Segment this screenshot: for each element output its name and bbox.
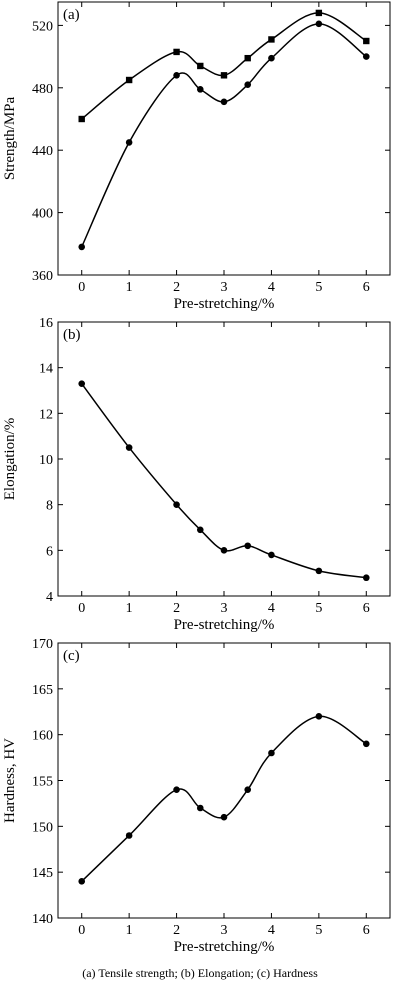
panel-2-x-tick-label: 2 [173, 601, 180, 616]
panel-3-panel-label: (c) [63, 648, 80, 664]
panel-1-series-1-point [244, 54, 251, 62]
panel-2-x-tick-label: 0 [78, 601, 85, 616]
panel-3-series-1-point [362, 740, 370, 748]
panel-1-panel-label: (a) [63, 7, 80, 23]
panel-1-series-2-point [362, 53, 370, 60]
panel-3-y-tick-label: 155 [32, 775, 53, 790]
panel-1-y-tick-label: 520 [32, 19, 53, 34]
panel-2-x-tick-label: 3 [221, 601, 228, 616]
panel-1-x-tick-label: 3 [221, 280, 228, 295]
panel-2-series-1-point [362, 574, 370, 582]
panel-2-y-tick-label: 4 [46, 590, 53, 605]
panel-1-series-1-point [78, 115, 85, 123]
panel-1-series-1-point [315, 9, 323, 17]
panel-3-y-tick-label: 150 [32, 820, 53, 835]
panel-2-x-tick-label: 4 [268, 601, 275, 616]
panel-1-y-tick-label: 440 [32, 144, 53, 159]
panel-3-x-tick-label: 0 [78, 923, 85, 938]
panel-1-y-tick-label: 360 [32, 269, 53, 284]
panel-2-series-1-point [78, 380, 86, 387]
panel-1-series-2-point [315, 20, 323, 28]
panel-3-series-1-point [268, 749, 275, 757]
panel-3-x-tick-label: 6 [363, 923, 370, 938]
figure: 0 1 2 3 4 5 6360400440480520Pre-stretching/%St… [2, 1, 391, 955]
panel-1-series-1-point [268, 36, 275, 43]
panel-2-y-tick-label: 14 [39, 362, 53, 377]
panel-3-x-tick-label: 2 [173, 923, 180, 938]
panel-1-series-2-point [173, 72, 180, 79]
panel-2-x-tick-label: 5 [315, 601, 322, 616]
panel-2-x-tick-label: 1 [126, 601, 133, 616]
panel-2-y-axis-label: Elongation/% [2, 418, 18, 501]
panel-3-x-tick-label: 3 [221, 923, 228, 938]
panel-1-series-2-point [244, 81, 252, 88]
panel-2-series-1-point [268, 551, 275, 559]
panel-1-series-2-point [196, 86, 204, 93]
panel-1-x-tick-label: 6 [363, 280, 370, 295]
panel-1-x-tick-label: 1 [126, 280, 133, 295]
panel-3-x-tick-label: 1 [126, 923, 133, 938]
panel-1-series-2-point [78, 243, 86, 251]
panel-2-series-1-point [315, 567, 323, 575]
panel-1-x-tick-label: 5 [315, 280, 322, 295]
panel-3-plot-frame [57, 642, 391, 919]
panel-3-y-tick-label: 165 [32, 683, 53, 698]
panel-1-x-tick-label: 4 [268, 280, 275, 295]
panel-2-series-1-point [244, 542, 252, 550]
panel-3-series-1-point [244, 786, 252, 793]
panel-1-x-tick-label: 0 [78, 280, 85, 295]
panel-2-plot-frame [57, 321, 391, 597]
panel-1-series-1-point [220, 72, 228, 79]
figure-caption: (a) Tensile strength; (b) Elongation; (c… [82, 966, 318, 980]
panel-2-panel-label: (b) [63, 327, 81, 343]
panel-3-y-tick-label: 170 [32, 637, 53, 652]
panel-1-series-1-point [363, 37, 370, 45]
panel-1-series-1-point [125, 76, 133, 84]
panel-3-x-tick-label: 5 [315, 923, 322, 938]
panel-3-y-axis-label: Hardness, HV [2, 738, 18, 823]
panel-3-series-1-point [220, 813, 228, 821]
panel-3-y-tick-label: 145 [32, 866, 53, 881]
panel-1-series-2-point [268, 54, 275, 62]
panel-3-y-tick-label: 140 [32, 912, 53, 927]
panel-1-series-2-line [81, 23, 367, 248]
panel-2-y-tick-label: 12 [39, 407, 53, 422]
panel-2-x-tick-label: 6 [363, 601, 370, 616]
panel-2-series-1-point [125, 444, 133, 451]
panel-1-series-2-point [220, 98, 228, 106]
panel-1-y-tick-label: 400 [32, 207, 53, 222]
panel-3-series-1-point [78, 878, 86, 885]
panel-3-x-tick-label: 4 [268, 923, 275, 938]
panel-3-y-tick-label: 160 [32, 729, 53, 744]
panel-2-series-1-point [196, 526, 204, 534]
panel-2-series-1-point [173, 501, 180, 508]
panel-1-y-axis-label: Strength/MPa [2, 96, 18, 180]
panel-3-series-1-point [173, 786, 180, 793]
panel-2-y-tick-label: 16 [39, 316, 53, 331]
panel-2-y-tick-label: 6 [46, 544, 53, 559]
panel-3-series-1-point [315, 713, 323, 720]
panel-1-x-axis-label: Pre-stretching/% [174, 296, 275, 312]
panel-1-y-tick-label: 480 [32, 82, 53, 97]
panel-1-series-1-point [173, 48, 180, 56]
panel-2-x-axis-label: Pre-stretching/% [174, 617, 275, 633]
panel-1-plot-frame [57, 1, 391, 276]
panel-3-series-1-point [125, 832, 133, 839]
panel-1-x-tick-label: 2 [173, 280, 180, 295]
panel-3-series-1-point [196, 804, 204, 812]
panel-3-x-axis-label: Pre-stretching/% [174, 939, 275, 955]
panel-3-series-1-line [81, 715, 367, 882]
panel-2-series-1-point [220, 547, 228, 554]
panel-2-y-tick-label: 8 [46, 499, 53, 514]
panel-1-series-1-point [197, 62, 204, 70]
panel-2-y-tick-label: 10 [39, 453, 53, 468]
panel-1-series-2-point [125, 139, 133, 146]
